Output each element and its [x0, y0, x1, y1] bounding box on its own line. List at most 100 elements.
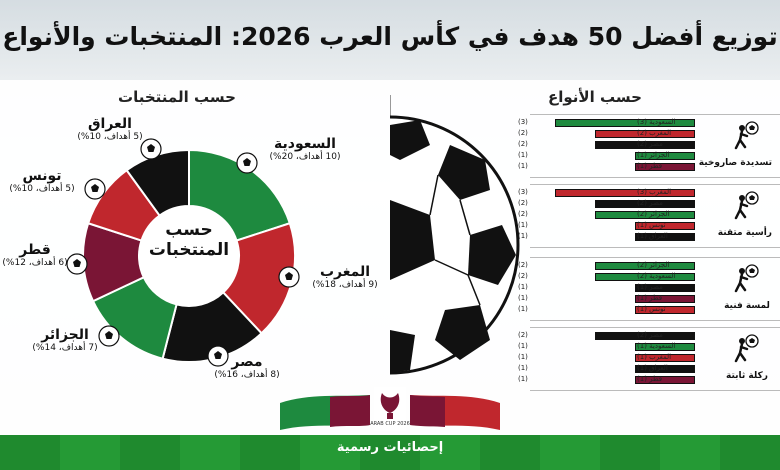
bar-team-label: تونس (1)	[637, 305, 666, 313]
bar-count-label: (1)	[518, 294, 528, 302]
bar-team-label: المغرب (2)	[637, 129, 672, 137]
bar-team-label: المغرب (3)	[637, 188, 672, 196]
bar-count-label: (2)	[518, 331, 528, 339]
bar-row: (1) المغرب (1)	[518, 353, 780, 363]
bar-team-label: قطر (1)	[637, 375, 663, 383]
bar-group-3	[530, 327, 780, 391]
bar-count-label: (3)	[518, 188, 528, 196]
bar-count-label: (2)	[518, 129, 528, 137]
bar-group-0	[530, 114, 780, 178]
football-icon	[236, 152, 258, 174]
bar-group-2	[530, 257, 780, 321]
donut-center-label: حسب المنتخبات	[139, 220, 239, 260]
bar-team-label: تونس (1)	[637, 221, 666, 229]
footer-flags-banner: ARAB CUP 2026	[280, 387, 500, 431]
bar-row: (3) السعودية (3)	[518, 118, 780, 128]
donut-label-name: العراق	[88, 116, 132, 132]
bar	[635, 233, 695, 241]
bar-team-label: الجزائر (2)	[637, 261, 670, 269]
bar	[595, 332, 695, 340]
bar-row: (2) مصر (2)	[518, 140, 780, 150]
bar-count-label: (2)	[518, 261, 528, 269]
bar-count-label: (2)	[518, 140, 528, 148]
bar-count-label: (3)	[518, 118, 528, 126]
bar	[595, 141, 695, 149]
donut-label-name: المغرب	[319, 264, 371, 280]
football-icon	[278, 266, 300, 288]
donut-label-qatar: قطر (6 أهداف، 12%)	[0, 242, 70, 268]
trophy-base	[387, 413, 393, 419]
bar	[595, 211, 695, 219]
bar-team-label: قطر (1)	[637, 162, 663, 170]
donut-label-name: تونس	[22, 168, 62, 184]
bar-team-label: العراق (1)	[637, 232, 668, 240]
bar-count-label: (1)	[518, 353, 528, 361]
donut-label-egypt: مصر (8 أهداف، 16%)	[202, 354, 292, 380]
donut-hole	[139, 206, 239, 306]
bar-count-label: (2)	[518, 199, 528, 207]
bar-row: (1) قطر (1)	[518, 294, 780, 304]
bar-count-label: (2)	[518, 272, 528, 280]
donut-label-tunisia: تونس (5 أهداف، 10%)	[2, 168, 82, 194]
bar-row: (2) الجزائر (2)	[518, 210, 780, 220]
dribble-player-icon: لمسة فنية	[722, 263, 772, 311]
bar	[555, 119, 695, 127]
football-icon	[140, 138, 162, 160]
donut-label-name: مصر	[231, 354, 263, 370]
donut-label-sub: (7 أهداف، 14%)	[32, 343, 98, 353]
bar-row: (2) مصر (2)	[518, 199, 780, 209]
donut-label-saudi: السعودية (10 أهداف، 20%)	[255, 136, 355, 162]
bar-team-label: مصر (1)	[637, 283, 663, 291]
bars-section-title: حسب الأنواع	[548, 88, 642, 106]
bar-row: (1) الجزائر (1)	[518, 151, 780, 161]
bar	[595, 130, 695, 138]
bar-team-label: السعودية (2)	[637, 272, 676, 280]
bar-count-label: (2)	[518, 210, 528, 218]
page-title: توزيع أفضل 50 هدف في كأس العرب 2026: الم…	[2, 22, 778, 51]
stadium-background	[0, 0, 780, 80]
shoe-kick-icon: تسديدة صاروخية	[698, 120, 772, 168]
logo-text: ARAB CUP 2026	[370, 421, 410, 427]
bar-count-label: (1)	[518, 283, 528, 291]
bar-row: (1) تونس (1)	[518, 305, 780, 315]
bar	[595, 273, 695, 281]
bar-row: (3) المغرب (3)	[518, 188, 780, 198]
type-label: ركلة ثابتة	[726, 371, 768, 381]
bar-row: (2) مصر (2)	[518, 331, 780, 341]
team-donut-chart	[82, 148, 296, 363]
bar-row: (1) مصر (1)	[518, 283, 780, 293]
football-icon	[207, 345, 229, 367]
bar-team-label: السعودية (3)	[637, 118, 676, 126]
bar	[635, 354, 695, 362]
bar-team-label: مصر (2)	[637, 199, 663, 207]
bar	[635, 365, 695, 373]
bar-count-label: (1)	[518, 305, 528, 313]
ball-kick-icon: ركلة ثابتة	[722, 333, 772, 381]
donut-label-sub: (6 أهداف، 12%)	[2, 258, 68, 268]
bar-team-label: المغرب (1)	[637, 353, 672, 361]
bar	[635, 284, 695, 292]
bar-count-label: (1)	[518, 232, 528, 240]
footer-pitch	[0, 435, 780, 470]
bar-team-label: الجزائر (2)	[637, 210, 670, 218]
bar-row: (1) العراق (1)	[518, 232, 780, 242]
donut-label-name: الجزائر	[41, 327, 89, 343]
flag-qatar-right	[410, 395, 445, 427]
bar	[635, 152, 695, 160]
bar-team-label: الجزائر (1)	[637, 151, 670, 159]
half-football-icon	[390, 115, 520, 375]
bar-row: (2) السعودية (2)	[518, 272, 780, 282]
bar	[635, 222, 695, 230]
donut-label-sub: (5 أهداف، 10%)	[9, 184, 75, 194]
donut-label-sub: (5 أهداف، 10%)	[77, 132, 143, 142]
bar-team-label: العراق (1)	[637, 364, 668, 372]
flag-qatar	[330, 395, 370, 427]
bar-group-1	[530, 184, 780, 248]
football-icon	[84, 178, 106, 200]
donut-section-title: حسب المنتخبات	[118, 88, 236, 106]
bar-row: (2) الجزائر (2)	[518, 261, 780, 271]
type-label: تسديدة صاروخية	[698, 158, 772, 168]
donut-center-line1: حسب	[165, 220, 213, 240]
bar	[635, 295, 695, 303]
bar-row: (1) قطر (1)	[518, 375, 780, 385]
